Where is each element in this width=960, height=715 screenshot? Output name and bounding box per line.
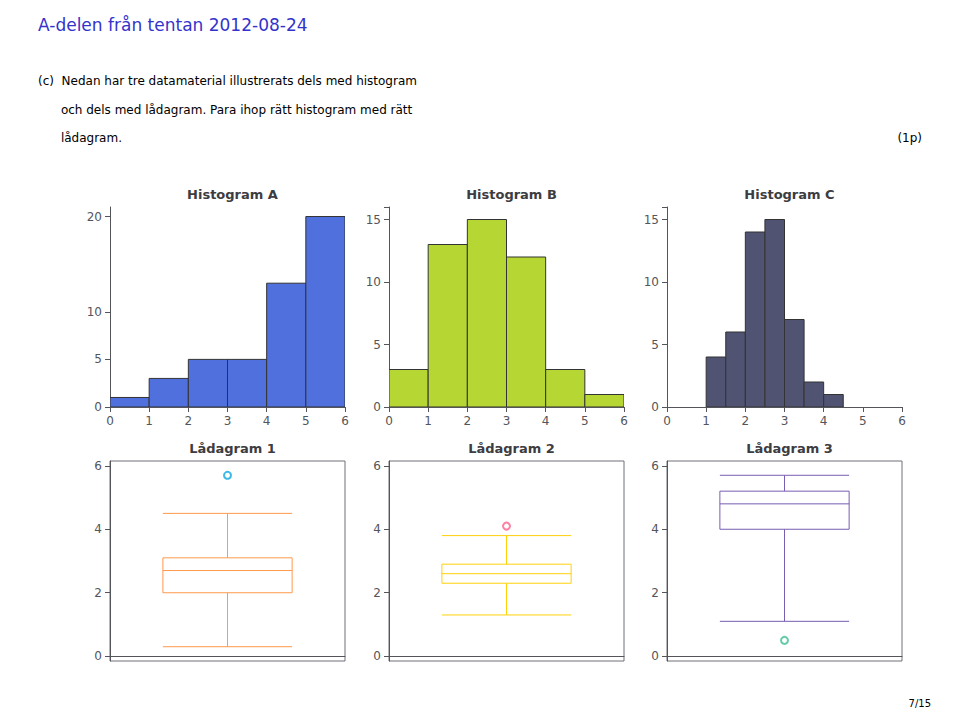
svg-text:5: 5	[302, 414, 310, 428]
svg-text:lådagram.: lådagram.	[38, 131, 122, 145]
svg-text:4: 4	[820, 414, 828, 428]
svg-text:2: 2	[373, 586, 381, 600]
svg-text:3: 3	[224, 414, 232, 428]
svg-text:0: 0	[651, 649, 659, 663]
svg-text:0: 0	[106, 414, 114, 428]
svg-text:Lådagram 3: Lådagram 3	[746, 441, 833, 456]
svg-text:1: 1	[424, 414, 432, 428]
svg-text:2: 2	[464, 414, 472, 428]
svg-text:Histogram C: Histogram C	[744, 187, 834, 202]
svg-text:2: 2	[742, 414, 750, 428]
svg-text:6: 6	[341, 414, 349, 428]
svg-text:Lådagram 1: Lådagram 1	[189, 441, 276, 456]
svg-text:6: 6	[373, 459, 381, 473]
svg-text:5: 5	[581, 414, 589, 428]
svg-text:1: 1	[145, 414, 153, 428]
svg-text:(1p): (1p)	[897, 131, 922, 145]
svg-text:4: 4	[94, 522, 102, 536]
svg-text:15: 15	[366, 213, 381, 227]
svg-text:5: 5	[651, 338, 659, 352]
svg-text:4: 4	[651, 522, 659, 536]
svg-text:0: 0	[663, 414, 671, 428]
svg-text:2: 2	[94, 586, 102, 600]
svg-text:5: 5	[373, 338, 381, 352]
svg-text:10: 10	[87, 305, 102, 319]
svg-text:6: 6	[651, 459, 659, 473]
svg-text:Histogram A: Histogram A	[187, 187, 278, 202]
svg-text:0: 0	[651, 400, 659, 414]
svg-text:0: 0	[373, 649, 381, 663]
svg-text:6: 6	[620, 414, 628, 428]
svg-text:2: 2	[185, 414, 193, 428]
svg-text:15: 15	[644, 213, 659, 227]
svg-text:5: 5	[859, 414, 867, 428]
svg-text:2: 2	[651, 586, 659, 600]
svg-text:1: 1	[702, 414, 710, 428]
svg-text:6: 6	[94, 459, 102, 473]
svg-text:10: 10	[366, 275, 381, 289]
svg-text:3: 3	[503, 414, 511, 428]
svg-text:7/15: 7/15	[909, 698, 931, 709]
svg-text:5: 5	[94, 352, 102, 366]
svg-text:10: 10	[644, 275, 659, 289]
svg-text:20: 20	[87, 210, 102, 224]
svg-text:0: 0	[94, 649, 102, 663]
svg-text:4: 4	[373, 522, 381, 536]
svg-text:4: 4	[263, 414, 271, 428]
svg-text:A-delen från tentan 2012-08-24: A-delen från tentan 2012-08-24	[38, 15, 308, 35]
svg-text:6: 6	[898, 414, 906, 428]
svg-text:Histogram B: Histogram B	[466, 187, 557, 202]
svg-text:3: 3	[781, 414, 789, 428]
svg-text:Lådagram 2: Lådagram 2	[468, 441, 555, 456]
svg-text:4: 4	[542, 414, 550, 428]
svg-text:0: 0	[373, 400, 381, 414]
svg-text:0: 0	[94, 400, 102, 414]
svg-text:0: 0	[385, 414, 393, 428]
svg-text:(c) Nedan har tre datamateria: (c) Nedan har tre datamaterial illustrer…	[38, 74, 417, 88]
svg-text:och dels med lådagram. Para ih: och dels med lådagram. Para ihop rätt hi…	[38, 103, 413, 117]
